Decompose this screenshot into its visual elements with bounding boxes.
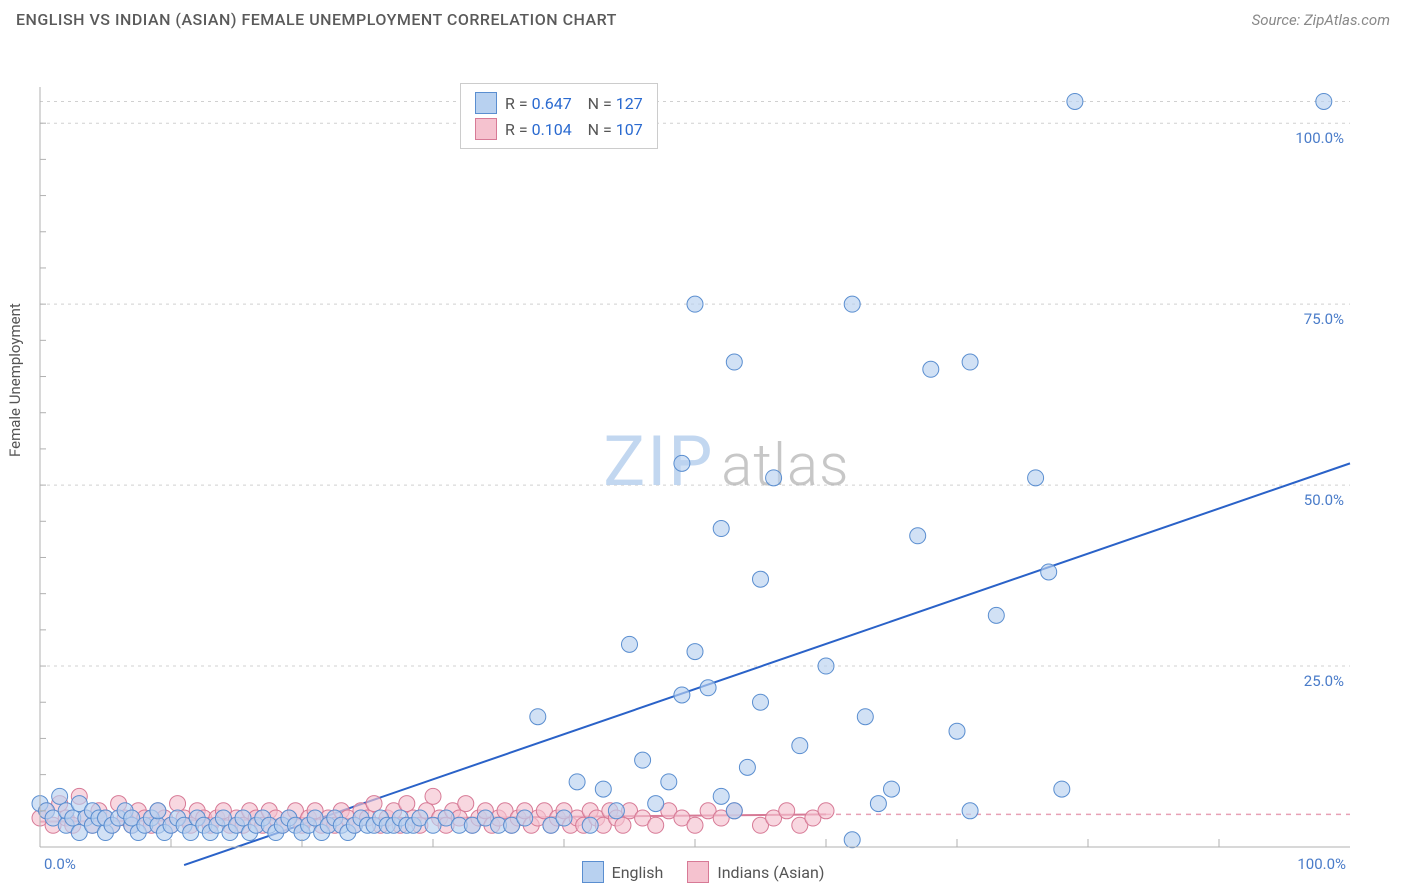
svg-text:ZIP: ZIP — [603, 421, 714, 503]
swatch-english-icon — [582, 861, 604, 883]
legend-row-indians: R = 0.104 N = 107 — [475, 116, 643, 142]
y-axis-label: Female Unemployment — [6, 303, 24, 457]
header: ENGLISH VS INDIAN (ASIAN) FEMALE UNEMPLO… — [0, 0, 1406, 37]
svg-text:75.0%: 75.0% — [1304, 310, 1344, 328]
legend-row-english: R = 0.647 N = 127 — [475, 90, 643, 116]
svg-text:25.0%: 25.0% — [1304, 672, 1344, 690]
correlation-legend: R = 0.647 N = 127 R = 0.104 N = 107 — [460, 83, 658, 149]
swatch-indians-icon — [687, 861, 709, 883]
chart-title: ENGLISH VS INDIAN (ASIAN) FEMALE UNEMPLO… — [16, 10, 617, 29]
svg-text:50.0%: 50.0% — [1304, 491, 1344, 509]
chart-container: Female Unemployment 25.0% 50.0% 75.0% 100.0… — [0, 37, 1406, 887]
legend-item-indians: Indians (Asian) — [687, 861, 824, 883]
legend-item-english: English — [582, 861, 664, 883]
swatch-english — [475, 92, 497, 114]
series-legend: English Indians (Asian) — [0, 861, 1406, 883]
scatter-chart: 25.0%50.0%75.0%100.0%ZIPatlas0.0%100.0% — [0, 37, 1406, 887]
source-label: Source: ZipAtlas.com — [1252, 11, 1390, 29]
swatch-indians — [475, 118, 497, 140]
svg-text:atlas: atlas — [721, 432, 849, 500]
svg-text:100.0%: 100.0% — [1295, 129, 1344, 147]
